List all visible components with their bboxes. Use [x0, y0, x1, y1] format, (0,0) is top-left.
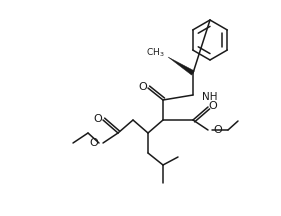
- Text: O: O: [94, 114, 102, 124]
- Text: O: O: [213, 125, 222, 135]
- Text: O: O: [139, 82, 147, 92]
- Text: CH$_3$: CH$_3$: [146, 47, 165, 59]
- Text: O: O: [89, 138, 98, 148]
- Polygon shape: [168, 57, 194, 75]
- Text: NH: NH: [202, 92, 217, 102]
- Text: O: O: [209, 101, 217, 111]
